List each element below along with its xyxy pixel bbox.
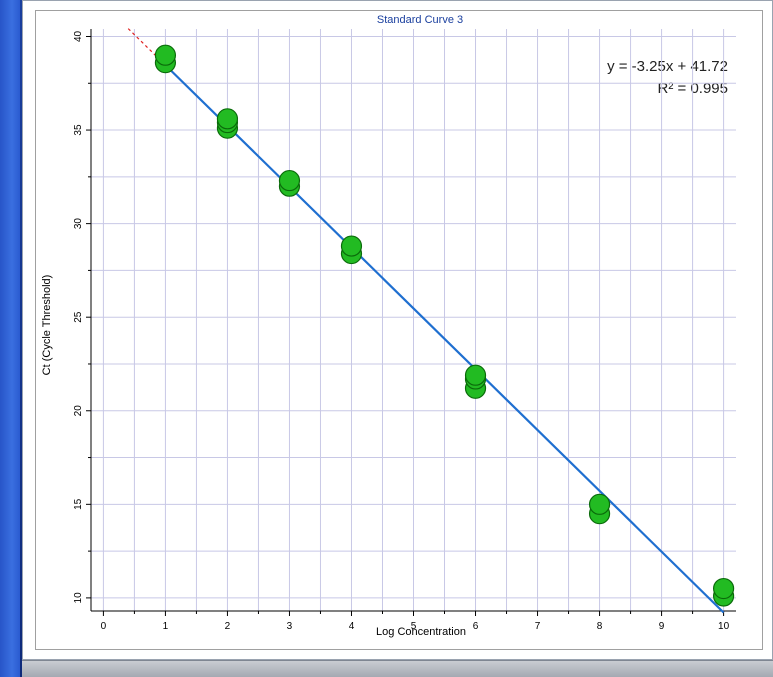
regression-equation: y = -3.25x + 41.72 xyxy=(607,58,728,75)
x-tick-label: 5 xyxy=(411,621,417,632)
y-tick-label: 20 xyxy=(73,405,84,417)
x-tick-label: 8 xyxy=(597,621,603,632)
grid xyxy=(91,29,736,611)
x-tick-label: 2 xyxy=(225,621,231,632)
x-tick-label: 1 xyxy=(163,621,169,632)
chart-title: Standard Curve 3 xyxy=(377,14,463,26)
data-point xyxy=(216,108,239,130)
data-point xyxy=(278,169,301,192)
data-point xyxy=(340,235,363,257)
x-axis-label: Log Concentration xyxy=(376,626,466,638)
x-tick-label: 6 xyxy=(473,621,479,632)
y-tick-label: 10 xyxy=(73,592,84,604)
fit-line xyxy=(164,64,725,614)
y-tick-label: 30 xyxy=(73,218,84,230)
y-tick-label: 35 xyxy=(73,124,84,136)
standard-curve-chart: Standard Curve 3 Log Concentration Ct (C… xyxy=(41,14,736,638)
x-tick-label: 9 xyxy=(659,621,665,632)
x-tick-label: 7 xyxy=(535,621,541,632)
x-tick-label: 4 xyxy=(349,621,355,632)
chart-frame: Standard Curve 3 Log Concentration Ct (C… xyxy=(35,10,763,650)
y-tick-label: 25 xyxy=(73,311,84,323)
data-points xyxy=(154,44,735,607)
data-point xyxy=(464,364,487,386)
data-point xyxy=(712,577,735,600)
x-tick-label: 0 xyxy=(101,621,107,632)
axes: 0 1 2 3 4 5 6 7 8 9 10 10 15 20 25 30 35 40 xyxy=(73,29,736,632)
y-axis-label: Ct (Cycle Threshold) xyxy=(41,275,53,376)
x-tick-label: 10 xyxy=(718,621,730,632)
window-bottom-bar xyxy=(22,660,773,677)
x-tick-label: 3 xyxy=(287,621,293,632)
y-tick-label: 40 xyxy=(73,30,84,42)
data-point xyxy=(154,44,177,66)
y-tick-label: 15 xyxy=(73,498,84,510)
desktop-left-strip xyxy=(0,0,20,677)
data-point xyxy=(588,493,611,515)
